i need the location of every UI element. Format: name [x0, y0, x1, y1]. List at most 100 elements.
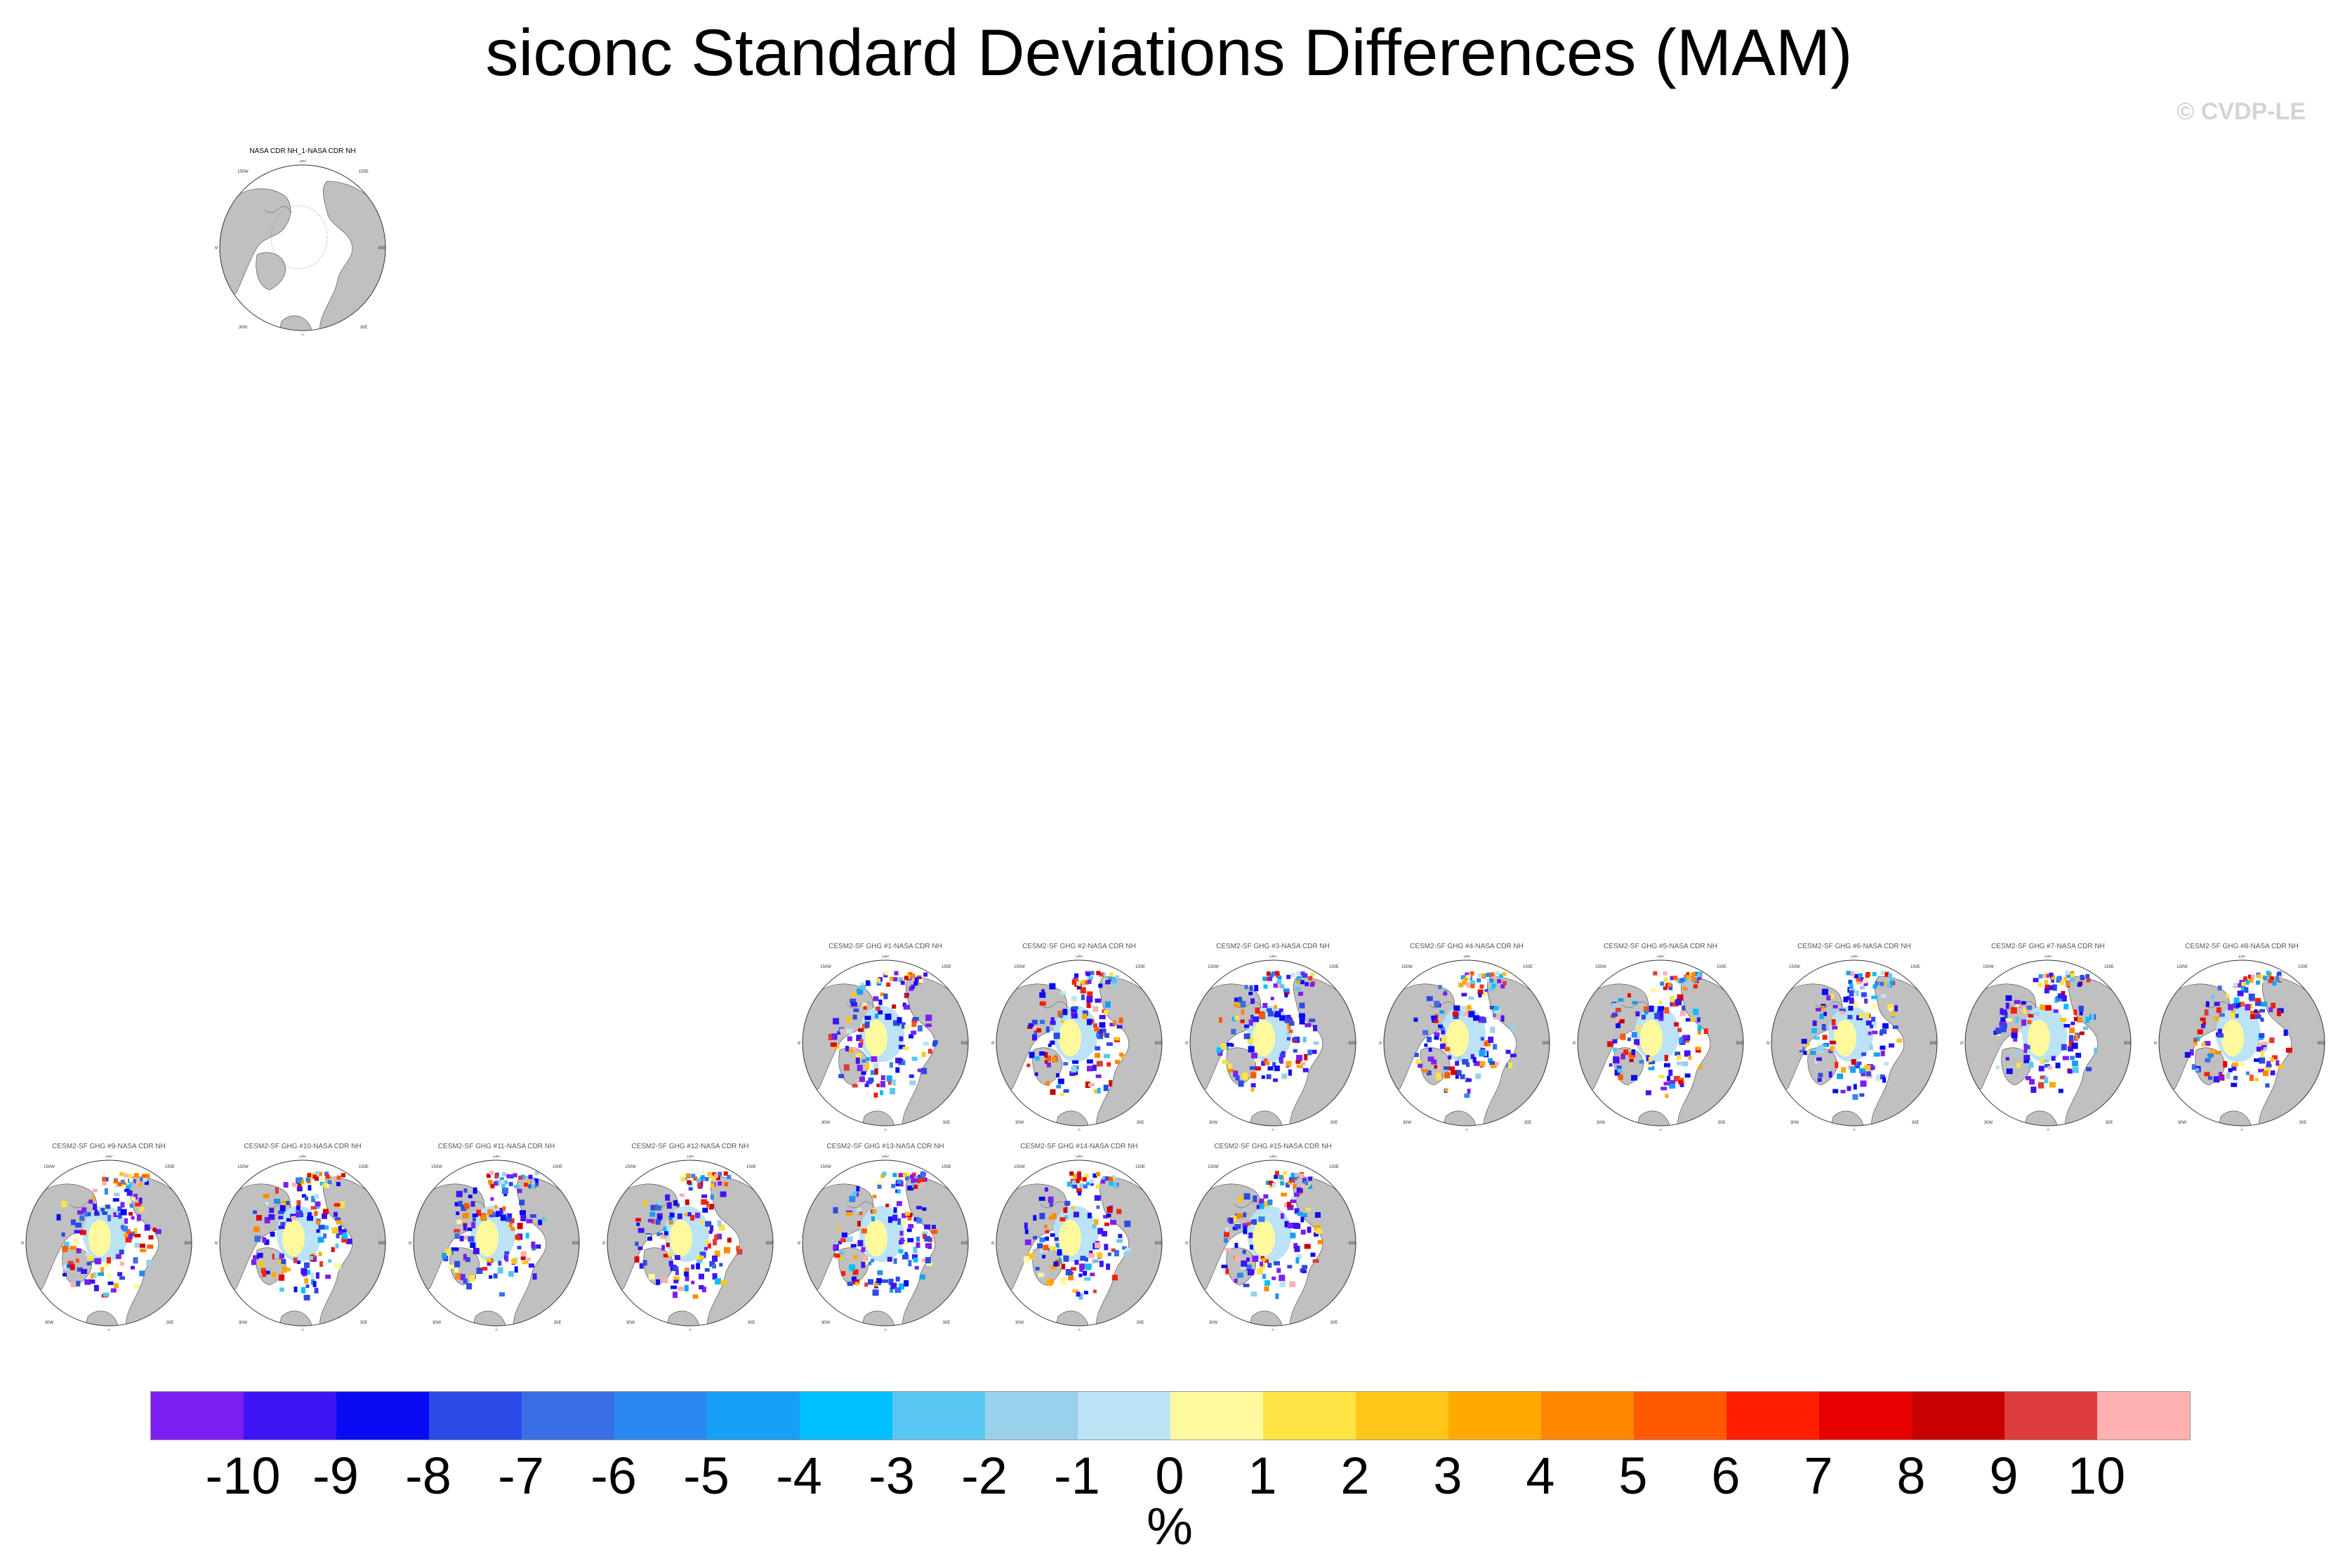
lon-label: 150W	[625, 1165, 636, 1169]
lon-label: 150W	[820, 965, 831, 969]
panel-title: CESM2-SF GHG #14-NASA CDR NH	[1020, 1143, 1138, 1150]
map-panel: CESM2-SF GHG #7-NASA CDR NH 180 150W 150E 90…	[1960, 943, 2136, 1135]
lon-label: 180	[1076, 955, 1083, 959]
colorbar-tick-label: 5	[1618, 1447, 1648, 1505]
lon-label: 90W	[602, 1242, 606, 1246]
lon-label: 0	[107, 1329, 110, 1331]
colorbar-tick-label: 4	[1526, 1447, 1555, 1505]
lon-label: 150E	[1135, 1165, 1145, 1169]
polar-map: 180 150W 150E 90W 90E 30W 30E 0	[1960, 955, 2132, 1131]
lon-label: 90E	[1930, 1042, 1938, 1046]
colorbar-tick-label: 2	[1340, 1447, 1370, 1505]
lon-label: 0	[1659, 1129, 1662, 1131]
lon-label: 30W	[821, 1321, 831, 1325]
panel-title: CESM2-SF GHG #1-NASA CDR NH	[828, 943, 942, 950]
lon-label: 30E	[360, 1321, 368, 1325]
lon-label: 180	[687, 1155, 694, 1159]
lon-label: 30E	[2299, 1121, 2307, 1125]
land-greenland	[256, 252, 286, 291]
lon-label: 150W	[1401, 965, 1413, 969]
polar-map: 180 150W 150E 90W 90E 30W 30E 0	[21, 1155, 192, 1331]
lon-label: 90W	[215, 1242, 218, 1246]
colorbar-cell	[1726, 1392, 1819, 1440]
polar-map: 180 150W 150E 90W 90E 30W 30E 0	[215, 160, 386, 335]
colorbar-tick-label: -5	[683, 1447, 729, 1505]
lon-label: 150E	[2104, 965, 2114, 969]
lon-label: 150E	[553, 1165, 562, 1169]
lon-label: 0	[1078, 1129, 1081, 1131]
lon-label: 90W	[798, 1042, 801, 1046]
panel-title: CESM2-SF GHG #11-NASA CDR NH	[437, 1143, 555, 1150]
panel-title: CESM2-SF GHG #2-NASA CDR NH	[1022, 943, 1136, 950]
lon-label: 30E	[1330, 1121, 1338, 1125]
map-panel: CESM2-SF GHG #12-NASA CDR NH 180 150W 150E 9…	[602, 1143, 778, 1335]
lon-label: 90W	[1379, 1042, 1382, 1046]
lon-label: 150W	[1983, 965, 1994, 969]
lon-label: 150W	[1014, 1165, 1025, 1169]
colorbar-tick-label: 6	[1711, 1447, 1741, 1505]
colorbar-tick-label: -8	[405, 1447, 451, 1505]
colorbar-cell	[1541, 1392, 1634, 1440]
colorbar-tick-label: 9	[1989, 1447, 2019, 1505]
colorbar-cell	[800, 1392, 892, 1440]
colorbar-tick-label: -9	[312, 1447, 359, 1505]
polar-map: 180 150W 150E 90W 90E 30W 30E 0	[1766, 955, 1938, 1131]
panel-title: CESM2-SF GHG #10-NASA CDR NH	[244, 1143, 362, 1150]
colorbar-cell	[892, 1392, 985, 1440]
colorbar-cell	[244, 1392, 336, 1440]
polar-map: 180 150W 150E 90W 90E 30W 30E 0	[991, 1155, 1163, 1331]
lon-label: 30W	[821, 1121, 831, 1125]
polar-map: 180 150W 150E 90W 90E 30W 30E 0	[1573, 955, 1744, 1131]
lon-label: 30W	[1984, 1121, 1993, 1125]
colorbar-tick-label: 0	[1155, 1447, 1184, 1505]
polar-map: 180 150W 150E 90W 90E 30W 30E 0	[991, 955, 1163, 1131]
lon-label: 150E	[165, 1165, 175, 1169]
lon-label: 90E	[961, 1242, 969, 1246]
lon-label: 0	[884, 1329, 887, 1331]
lon-label: 90E	[1736, 1042, 1744, 1046]
lon-label: 150W	[1014, 965, 1025, 969]
lon-label: 150E	[942, 965, 951, 969]
lon-label: 90E	[961, 1042, 969, 1046]
colorbar-cell	[1634, 1392, 1726, 1440]
colorbar-tick-label: 3	[1433, 1447, 1462, 1505]
lon-label: 30E	[2106, 1121, 2113, 1125]
lon-label: 180	[2238, 955, 2246, 959]
lon-label: 0	[495, 1329, 498, 1331]
lon-label: 150E	[1329, 1165, 1339, 1169]
lon-label: 150E	[1910, 965, 1920, 969]
map-panel: CESM2-SF GHG #10-NASA CDR NH 180 150W 150E 9…	[215, 1143, 390, 1335]
lon-label: 30E	[554, 1321, 562, 1325]
panel-title: CESM2-SF GHG #13-NASA CDR NH	[826, 1143, 944, 1150]
colorbar-cell	[985, 1392, 1078, 1440]
lon-label: 90W	[1573, 1042, 1576, 1046]
panel-title: CESM2-SF GHG #8-NASA CDR NH	[2185, 943, 2299, 950]
lon-label: 30W	[1403, 1121, 1412, 1125]
polar-map: 180 150W 150E 90W 90E 30W 30E 0	[1379, 955, 1550, 1131]
map-panel: CESM2-SF GHG #13-NASA CDR NH 180 150W 150E 9…	[798, 1143, 973, 1335]
lon-label: 90E	[766, 1242, 774, 1246]
lon-label: 30W	[1597, 1121, 1606, 1125]
lon-label: 150W	[431, 1165, 442, 1169]
colorbar-tick-label: -6	[590, 1447, 637, 1505]
colorbar-tick-label: 7	[1804, 1447, 1833, 1505]
lon-label: 30W	[432, 1321, 442, 1325]
map-panel: CESM2-SF GHG #11-NASA CDR NH 180 150W 150E 9…	[409, 1143, 584, 1335]
map-panel: NASA CDR NH_1-NASA CDR NH 180 150W 150E 90W 9…	[215, 147, 390, 340]
lon-label: 180	[493, 1155, 501, 1159]
colorbar-tick-label: -1	[1054, 1447, 1100, 1505]
lon-label: 0	[2047, 1129, 2049, 1131]
map-panel: CESM2-SF GHG #8-NASA CDR NH 180 150W 150E 90…	[2154, 943, 2330, 1135]
lon-label: 30E	[1330, 1321, 1338, 1325]
lon-label: 150E	[2298, 965, 2308, 969]
colorbar-cell	[2097, 1392, 2190, 1440]
colorbar-cell	[1078, 1392, 1170, 1440]
polar-map: 180 150W 150E 90W 90E 30W 30E 0	[1185, 1155, 1356, 1331]
lon-label: 90E	[378, 1242, 386, 1246]
polar-map: 180 150W 150E 90W 90E 30W 30E 0	[602, 1155, 774, 1331]
colorbar-cell	[1170, 1392, 1263, 1440]
panel-title: CESM2-SF GHG #12-NASA CDR NH	[631, 1143, 749, 1150]
lon-label: 90W	[21, 1242, 25, 1246]
panel-title: CESM2-SF GHG #3-NASA CDR NH	[1216, 943, 1330, 950]
lon-label: 180	[1076, 1155, 1083, 1159]
